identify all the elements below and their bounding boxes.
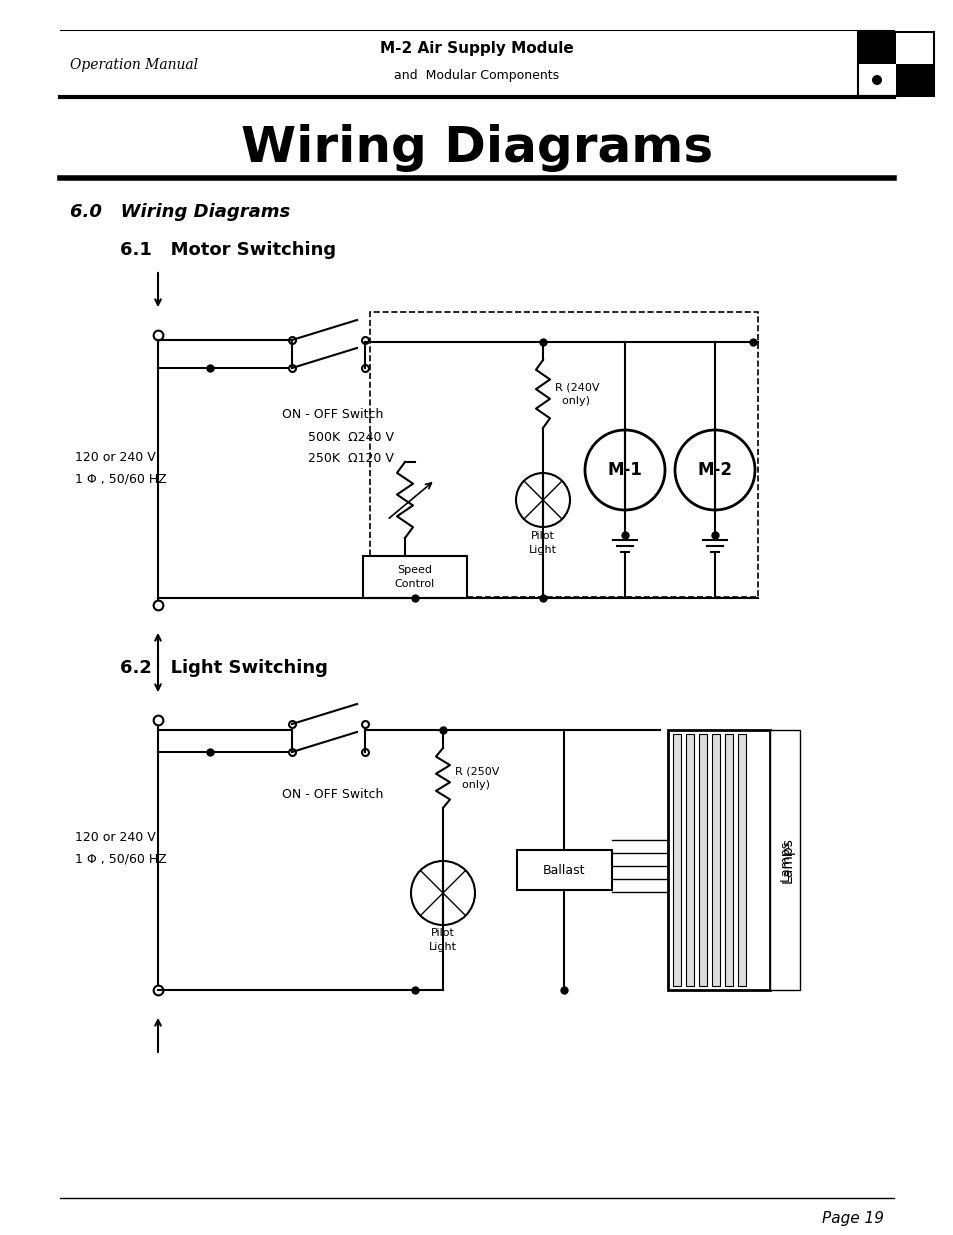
Bar	[738, 734, 745, 986]
Bar	[699, 734, 706, 986]
Text: 500K  Ω240 V
250K  Ω120 V: 500K Ω240 V 250K Ω120 V	[308, 431, 394, 466]
Text: Pilot
Light: Pilot Light	[529, 531, 557, 555]
Bar	[769, 730, 800, 990]
Bar	[685, 734, 693, 986]
Text: and  Modular Components: and Modular Components	[394, 68, 559, 82]
Text: Operation Manual: Operation Manual	[70, 58, 198, 72]
Text: R (240V
  only): R (240V only)	[555, 382, 598, 406]
Text: ON - OFF Switch: ON - OFF Switch	[282, 788, 383, 802]
Text: 6.1   Motor Switching: 6.1 Motor Switching	[120, 241, 335, 259]
Text: Wiring Diagrams: Wiring Diagrams	[241, 124, 712, 172]
Text: Speed
Control: Speed Control	[395, 564, 435, 589]
Text: ON - OFF Switch: ON - OFF Switch	[282, 409, 383, 421]
Text: Pilot
Light: Pilot Light	[429, 927, 456, 952]
Bar	[672, 734, 680, 986]
Text: Lamps: Lamps	[781, 837, 794, 883]
Text: Page 19: Page 19	[821, 1210, 883, 1225]
Text: 6.0   Wiring Diagrams: 6.0 Wiring Diagrams	[70, 203, 290, 221]
Text: Lamps: Lamps	[778, 840, 791, 881]
Text: M-2 Air Supply Module: M-2 Air Supply Module	[379, 41, 574, 56]
Bar	[724, 734, 732, 986]
Bar	[517, 850, 612, 890]
Bar	[895, 64, 933, 96]
Bar	[667, 730, 769, 990]
Text: R (250V
  only): R (250V only)	[455, 766, 498, 790]
Text: M-1: M-1	[607, 461, 641, 479]
Text: 120 or 240 V
1 Φ , 50/60 HZ: 120 or 240 V 1 Φ , 50/60 HZ	[75, 451, 167, 485]
Text: Ballast: Ballast	[542, 863, 585, 877]
Text: M-2: M-2	[697, 461, 732, 479]
Bar	[857, 32, 895, 64]
Text: 6.2   Light Switching: 6.2 Light Switching	[120, 659, 328, 677]
Text: 120 or 240 V
1 Φ , 50/60 HZ: 120 or 240 V 1 Φ , 50/60 HZ	[75, 831, 167, 864]
Circle shape	[871, 75, 882, 85]
Bar	[711, 734, 720, 986]
Bar	[857, 32, 933, 96]
Bar	[363, 556, 467, 598]
Circle shape	[866, 70, 886, 90]
